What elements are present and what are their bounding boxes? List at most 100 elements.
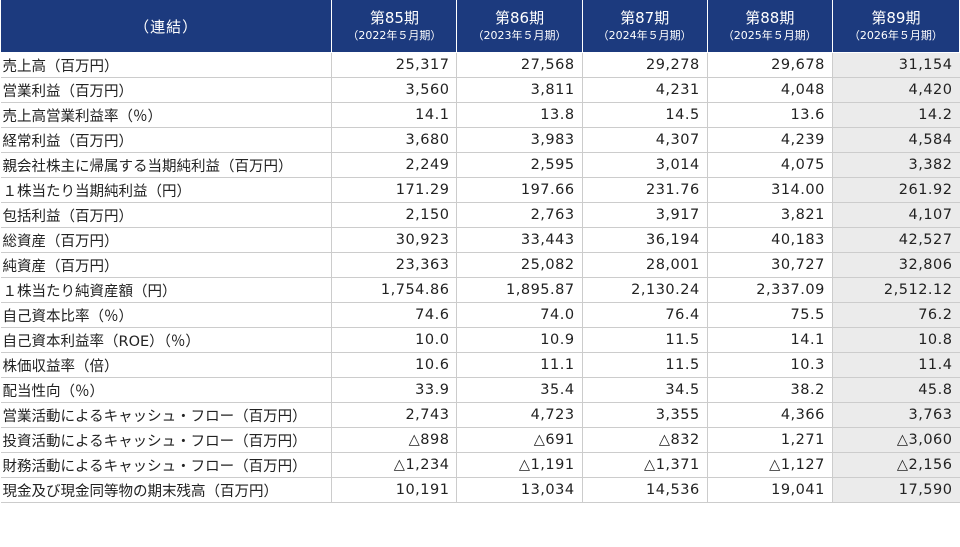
value-cell: △1,234 — [331, 452, 457, 478]
value-cell: 32,806 — [831, 252, 960, 278]
table-row: 包括利益（百万円） 2,150 2,763 3,917 3,821 4,107 — [0, 202, 960, 228]
table-row: 親会社株主に帰属する当期純利益（百万円） 2,249 2,595 3,014 4,075… — [0, 152, 960, 178]
header-period-cell: 第85期 （2022年５月期） — [331, 0, 458, 53]
table-row: １株当たり当期純利益（円） 171.29 197.66 231.76 314.00 261… — [0, 177, 960, 203]
value-cell: 13,034 — [456, 477, 583, 503]
value-cell: 2,743 — [331, 402, 457, 428]
value-cell: 2,130.24 — [581, 277, 708, 303]
value-cell: 3,680 — [331, 127, 457, 153]
value-cell: 314.00 — [706, 177, 833, 203]
value-cell: 76.2 — [831, 302, 960, 328]
value-cell: 76.4 — [581, 302, 708, 328]
header-period-cell: 第89期 （2026年５月期） — [831, 0, 960, 53]
value-cell: 3,763 — [831, 402, 960, 428]
row-label: 売上高営業利益率（％） — [0, 102, 332, 128]
value-cell: 14,536 — [581, 477, 708, 503]
value-cell: 3,983 — [456, 127, 583, 153]
header-period-cell: 第86期 （2023年５月期） — [456, 0, 583, 53]
period-name: 第85期 — [369, 8, 419, 27]
table-row: 自己資本利益率（ROE）（％） 10.0 10.9 11.5 14.1 10.8 — [0, 327, 960, 353]
table-row: 売上高（百万円） 25,317 27,568 29,278 29,678 31,154 — [0, 52, 960, 78]
period-date: （2023年５月期） — [472, 28, 567, 42]
row-label: 財務活動によるキャッシュ・フロー（百万円） — [0, 452, 332, 478]
value-cell: 3,382 — [831, 152, 960, 178]
row-label: 営業活動によるキャッシュ・フロー（百万円） — [0, 402, 332, 428]
value-cell: △832 — [581, 427, 708, 453]
table-row: 配当性向（％） 33.9 35.4 34.5 38.2 45.8 — [0, 377, 960, 403]
table-row: 総資産（百万円） 30,923 33,443 36,194 40,183 42,527 — [0, 227, 960, 253]
table-row: 株価収益率（倍） 10.6 11.1 11.5 10.3 11.4 — [0, 352, 960, 378]
value-cell: △898 — [331, 427, 457, 453]
value-cell: 23,363 — [331, 252, 457, 278]
value-cell: 33,443 — [456, 227, 583, 253]
value-cell: 1,895.87 — [456, 277, 583, 303]
header-label-cell: （連結） — [0, 0, 333, 53]
header-period-cell: 第88期 （2025年５月期） — [706, 0, 833, 53]
value-cell: 14.1 — [706, 327, 833, 353]
value-cell: 231.76 — [581, 177, 708, 203]
value-cell: 4,075 — [706, 152, 833, 178]
table-row: 経常利益（百万円） 3,680 3,983 4,307 4,239 4,584 — [0, 127, 960, 153]
value-cell: 11.5 — [581, 327, 708, 353]
value-cell: 3,355 — [581, 402, 708, 428]
value-cell: 74.0 — [456, 302, 583, 328]
value-cell: 13.6 — [706, 102, 833, 128]
value-cell: 31,154 — [831, 52, 960, 78]
table-header: （連結） 第85期 （2022年５月期） 第86期 （2023年５月期） 第87期（… — [0, 0, 960, 53]
value-cell: 25,082 — [456, 252, 583, 278]
row-label: １株当たり当期純利益（円） — [0, 177, 332, 203]
value-cell: 28,001 — [581, 252, 708, 278]
value-cell: 2,512.12 — [831, 277, 960, 303]
value-cell: 36,194 — [581, 227, 708, 253]
value-cell: 74.6 — [331, 302, 457, 328]
value-cell: 10,191 — [331, 477, 457, 503]
table-body: 売上高（百万円） 25,317 27,568 29,278 29,678 31,154 営業… — [0, 52, 960, 503]
value-cell: 4,231 — [581, 77, 708, 103]
value-cell: 30,727 — [706, 252, 833, 278]
value-cell: 197.66 — [456, 177, 583, 203]
value-cell: 25,317 — [331, 52, 457, 78]
value-cell: 45.8 — [831, 377, 960, 403]
value-cell: △2,156 — [831, 452, 960, 478]
value-cell: 33.9 — [331, 377, 457, 403]
row-label: 自己資本利益率（ROE）（％） — [0, 327, 332, 353]
value-cell: 1,271 — [706, 427, 833, 453]
value-cell: 3,917 — [581, 202, 708, 228]
table-row: １株当たり純資産額（円） 1,754.86 1,895.87 2,130.24 2,33… — [0, 277, 960, 303]
row-label: 営業利益（百万円） — [0, 77, 332, 103]
value-cell: 11.5 — [581, 352, 708, 378]
row-label: 現金及び現金同等物の期末残高（百万円） — [0, 477, 332, 503]
value-cell: 10.3 — [706, 352, 833, 378]
row-label: 自己資本比率（％） — [0, 302, 332, 328]
row-label: 総資産（百万円） — [0, 227, 332, 253]
value-cell: 11.1 — [456, 352, 583, 378]
value-cell: 42,527 — [831, 227, 960, 253]
financial-summary-table: （連結） 第85期 （2022年５月期） 第86期 （2023年５月期） 第87期（… — [0, 0, 960, 503]
row-label: 経常利益（百万円） — [0, 127, 332, 153]
period-date: （2024年５月期） — [597, 28, 692, 42]
period-name: 第87期 — [620, 8, 670, 27]
value-cell: 11.4 — [831, 352, 960, 378]
value-cell: 10.8 — [831, 327, 960, 353]
period-date: （2026年５月期） — [848, 28, 943, 42]
value-cell: 29,278 — [581, 52, 708, 78]
row-label: 株価収益率（倍） — [0, 352, 332, 378]
value-cell: 14.2 — [831, 102, 960, 128]
table-row: 財務活動によるキャッシュ・フロー（百万円） △1,234 △1,191 △1,371 △… — [0, 452, 960, 478]
value-cell: 13.8 — [456, 102, 583, 128]
table-row: 営業利益（百万円） 3,560 3,811 4,231 4,048 4,420 — [0, 77, 960, 103]
value-cell: 10.0 — [331, 327, 457, 353]
value-cell: 2,763 — [456, 202, 583, 228]
value-cell: 2,249 — [331, 152, 457, 178]
row-label: 包括利益（百万円） — [0, 202, 332, 228]
header-row: （連結） 第85期 （2022年５月期） 第86期 （2023年５月期） 第87期（… — [0, 0, 960, 53]
value-cell: 27,568 — [456, 52, 583, 78]
row-label: 配当性向（％） — [0, 377, 332, 403]
value-cell: 2,150 — [331, 202, 457, 228]
table-row: 売上高営業利益率（％） 14.1 13.8 14.5 13.6 14.2 — [0, 102, 960, 128]
header-period-cell: 第87期 （2024年５月期） — [581, 0, 708, 53]
value-cell: 1,754.86 — [331, 277, 457, 303]
value-cell: 14.5 — [581, 102, 708, 128]
value-cell: 3,821 — [706, 202, 833, 228]
value-cell: 4,307 — [581, 127, 708, 153]
